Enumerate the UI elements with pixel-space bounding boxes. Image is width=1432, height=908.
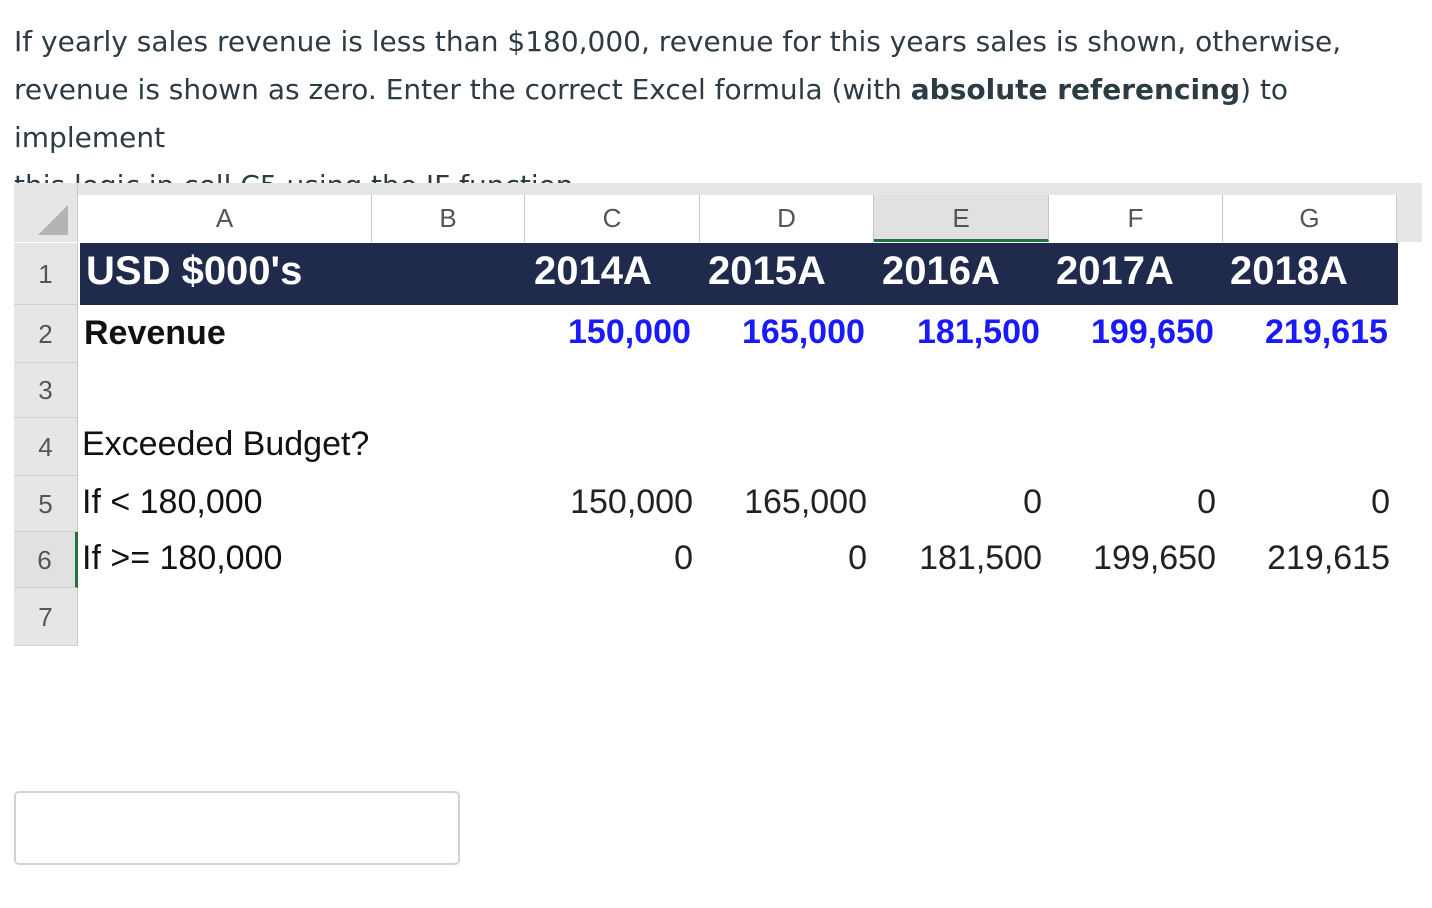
question-text: If yearly sales revenue is less than $18… [14, 18, 1418, 210]
cell-a1: USD $000's [86, 249, 303, 293]
cell-f1: 2017A [1056, 249, 1174, 293]
cell-e5: 0 [1023, 483, 1042, 521]
row-header-3: 3 [14, 363, 78, 418]
cell-d6: 0 [848, 539, 867, 577]
row-header-5: 5 [14, 476, 78, 532]
cell-g1: 2018A [1230, 249, 1348, 293]
select-all-triangle-icon [38, 205, 68, 235]
cell-a5: If < 180,000 [82, 483, 263, 521]
column-header-f: F [1049, 195, 1223, 242]
cell-c5: 150,000 [570, 483, 693, 521]
row-header-1: 1 [14, 243, 78, 305]
row-header-2: 2 [14, 305, 78, 363]
cell-d5: 165,000 [744, 483, 867, 521]
spreadsheet-image: A B C D E F G 1 2 3 4 5 6 7 USD $000's 2… [14, 183, 1422, 646]
question-line-2b: ) to implement [14, 73, 1289, 154]
cell-e2: 181,500 [917, 313, 1040, 351]
header-band [80, 243, 1398, 305]
cell-f5: 0 [1197, 483, 1216, 521]
cell-d2: 165,000 [742, 313, 865, 351]
cell-e1: 2016A [882, 249, 1000, 293]
select-all-corner [14, 183, 78, 242]
column-header-a: A [78, 195, 372, 242]
cell-g6: 219,615 [1267, 539, 1390, 577]
cell-c6: 0 [674, 539, 693, 577]
cell-f2: 199,650 [1091, 313, 1214, 351]
cell-f6: 199,650 [1093, 539, 1216, 577]
column-header-d: D [700, 195, 874, 242]
cell-g5: 0 [1371, 483, 1390, 521]
question-bold-term: absolute referencing [910, 73, 1241, 106]
cell-c1: 2014A [534, 249, 652, 293]
column-header-g: G [1223, 195, 1397, 242]
row-header-4: 4 [14, 418, 78, 476]
cell-a6: If >= 180,000 [82, 539, 283, 577]
question-line-2a: revenue is shown as zero. Enter the corr… [14, 73, 911, 106]
cell-g2: 219,615 [1265, 313, 1388, 351]
cell-e6: 181,500 [919, 539, 1042, 577]
cell-c2: 150,000 [568, 313, 691, 351]
question-line-1: If yearly sales revenue is less than $18… [14, 25, 1342, 58]
cell-a2: Revenue [84, 314, 226, 352]
row-header-6: 6 [14, 532, 78, 588]
row-header-7: 7 [14, 588, 78, 646]
column-header-c: C [525, 195, 700, 242]
answer-input[interactable] [14, 791, 460, 865]
column-header-b: B [372, 195, 525, 242]
column-header-e: E [874, 195, 1049, 242]
cell-d1: 2015A [708, 249, 826, 293]
cell-a4: Exceeded Budget? [82, 425, 370, 463]
